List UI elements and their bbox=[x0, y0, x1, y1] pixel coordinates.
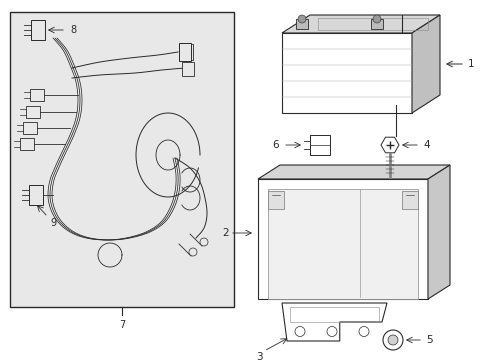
Polygon shape bbox=[411, 15, 439, 113]
Bar bbox=[289, 307, 378, 322]
Polygon shape bbox=[282, 15, 439, 33]
Text: 2: 2 bbox=[222, 228, 228, 238]
Bar bbox=[29, 185, 43, 205]
Bar bbox=[20, 138, 34, 150]
Polygon shape bbox=[258, 165, 449, 179]
Circle shape bbox=[200, 238, 207, 246]
Bar bbox=[317, 18, 427, 30]
Bar bbox=[282, 33, 411, 113]
Circle shape bbox=[189, 248, 197, 256]
Bar bbox=[267, 191, 284, 209]
Bar bbox=[179, 44, 193, 60]
Bar bbox=[295, 19, 307, 29]
Circle shape bbox=[372, 15, 380, 23]
Bar bbox=[30, 89, 44, 101]
Bar bbox=[401, 191, 417, 209]
Bar bbox=[10, 12, 234, 307]
Circle shape bbox=[326, 327, 336, 337]
Text: 4: 4 bbox=[422, 140, 429, 150]
Bar bbox=[258, 179, 427, 299]
Circle shape bbox=[387, 335, 397, 345]
Text: 3: 3 bbox=[256, 352, 262, 360]
Text: 8: 8 bbox=[70, 25, 76, 35]
Circle shape bbox=[294, 327, 305, 337]
Text: 6: 6 bbox=[271, 140, 278, 150]
Text: 7: 7 bbox=[119, 320, 125, 330]
Bar bbox=[26, 106, 40, 118]
Bar bbox=[31, 20, 45, 40]
Polygon shape bbox=[380, 137, 398, 153]
Text: 9: 9 bbox=[50, 218, 56, 228]
Text: 5: 5 bbox=[425, 335, 432, 345]
Circle shape bbox=[382, 330, 402, 350]
Bar bbox=[370, 19, 382, 29]
Bar bbox=[23, 122, 37, 134]
Text: 1: 1 bbox=[467, 59, 474, 69]
Bar bbox=[182, 62, 194, 76]
Bar bbox=[179, 43, 191, 61]
Bar bbox=[309, 135, 329, 155]
Bar bbox=[267, 189, 417, 299]
Polygon shape bbox=[427, 165, 449, 299]
Circle shape bbox=[358, 327, 368, 337]
Polygon shape bbox=[282, 303, 386, 341]
Circle shape bbox=[297, 15, 305, 23]
